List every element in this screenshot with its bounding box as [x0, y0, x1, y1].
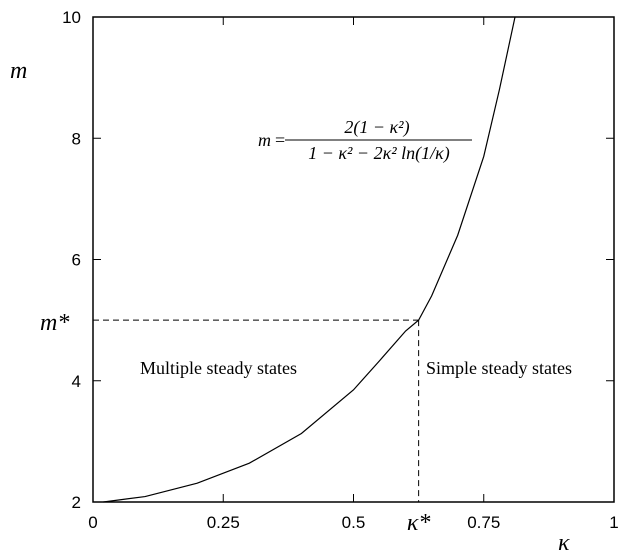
- x-tick-labels: 0 0.25 0.5 0.75 1: [88, 513, 618, 532]
- y-axis-label: m: [10, 58, 27, 84]
- plot-frame: [92, 16, 615, 503]
- x-axis-label: κ: [558, 530, 570, 556]
- formula-annotation: m = 2(1 − κ²) 1 − κ² − 2κ² ln(1/κ): [258, 117, 472, 164]
- formula-equals: =: [275, 130, 285, 150]
- x-tick-label: 1: [609, 513, 618, 532]
- x-tick-label: 0.5: [342, 513, 366, 532]
- left-region-label: Multiple steady states: [140, 358, 297, 378]
- x-tick-label: 0: [88, 513, 97, 532]
- x-tick-label: 0.75: [467, 513, 500, 532]
- formula-lhs: m: [258, 130, 271, 150]
- y-tick-label: 6: [72, 251, 81, 270]
- x-tick-label: 0.25: [207, 513, 240, 532]
- critical-kappa-label: κ*: [407, 510, 431, 536]
- right-region-label: Simple steady states: [426, 358, 572, 378]
- formula-numerator: 2(1 − κ²): [344, 117, 409, 138]
- y-tick-label: 8: [72, 129, 81, 148]
- critical-m-label: m*: [40, 310, 69, 336]
- y-tick-label: 2: [72, 493, 81, 512]
- series-line-m-of-kappa: [103, 16, 516, 503]
- tick-marks: [92, 16, 615, 503]
- y-tick-labels: 2 4 6 8 10: [62, 8, 81, 512]
- y-tick-label: 10: [62, 8, 81, 27]
- y-tick-label: 4: [72, 372, 81, 391]
- formula-denominator: 1 − κ² − 2κ² ln(1/κ): [308, 143, 450, 164]
